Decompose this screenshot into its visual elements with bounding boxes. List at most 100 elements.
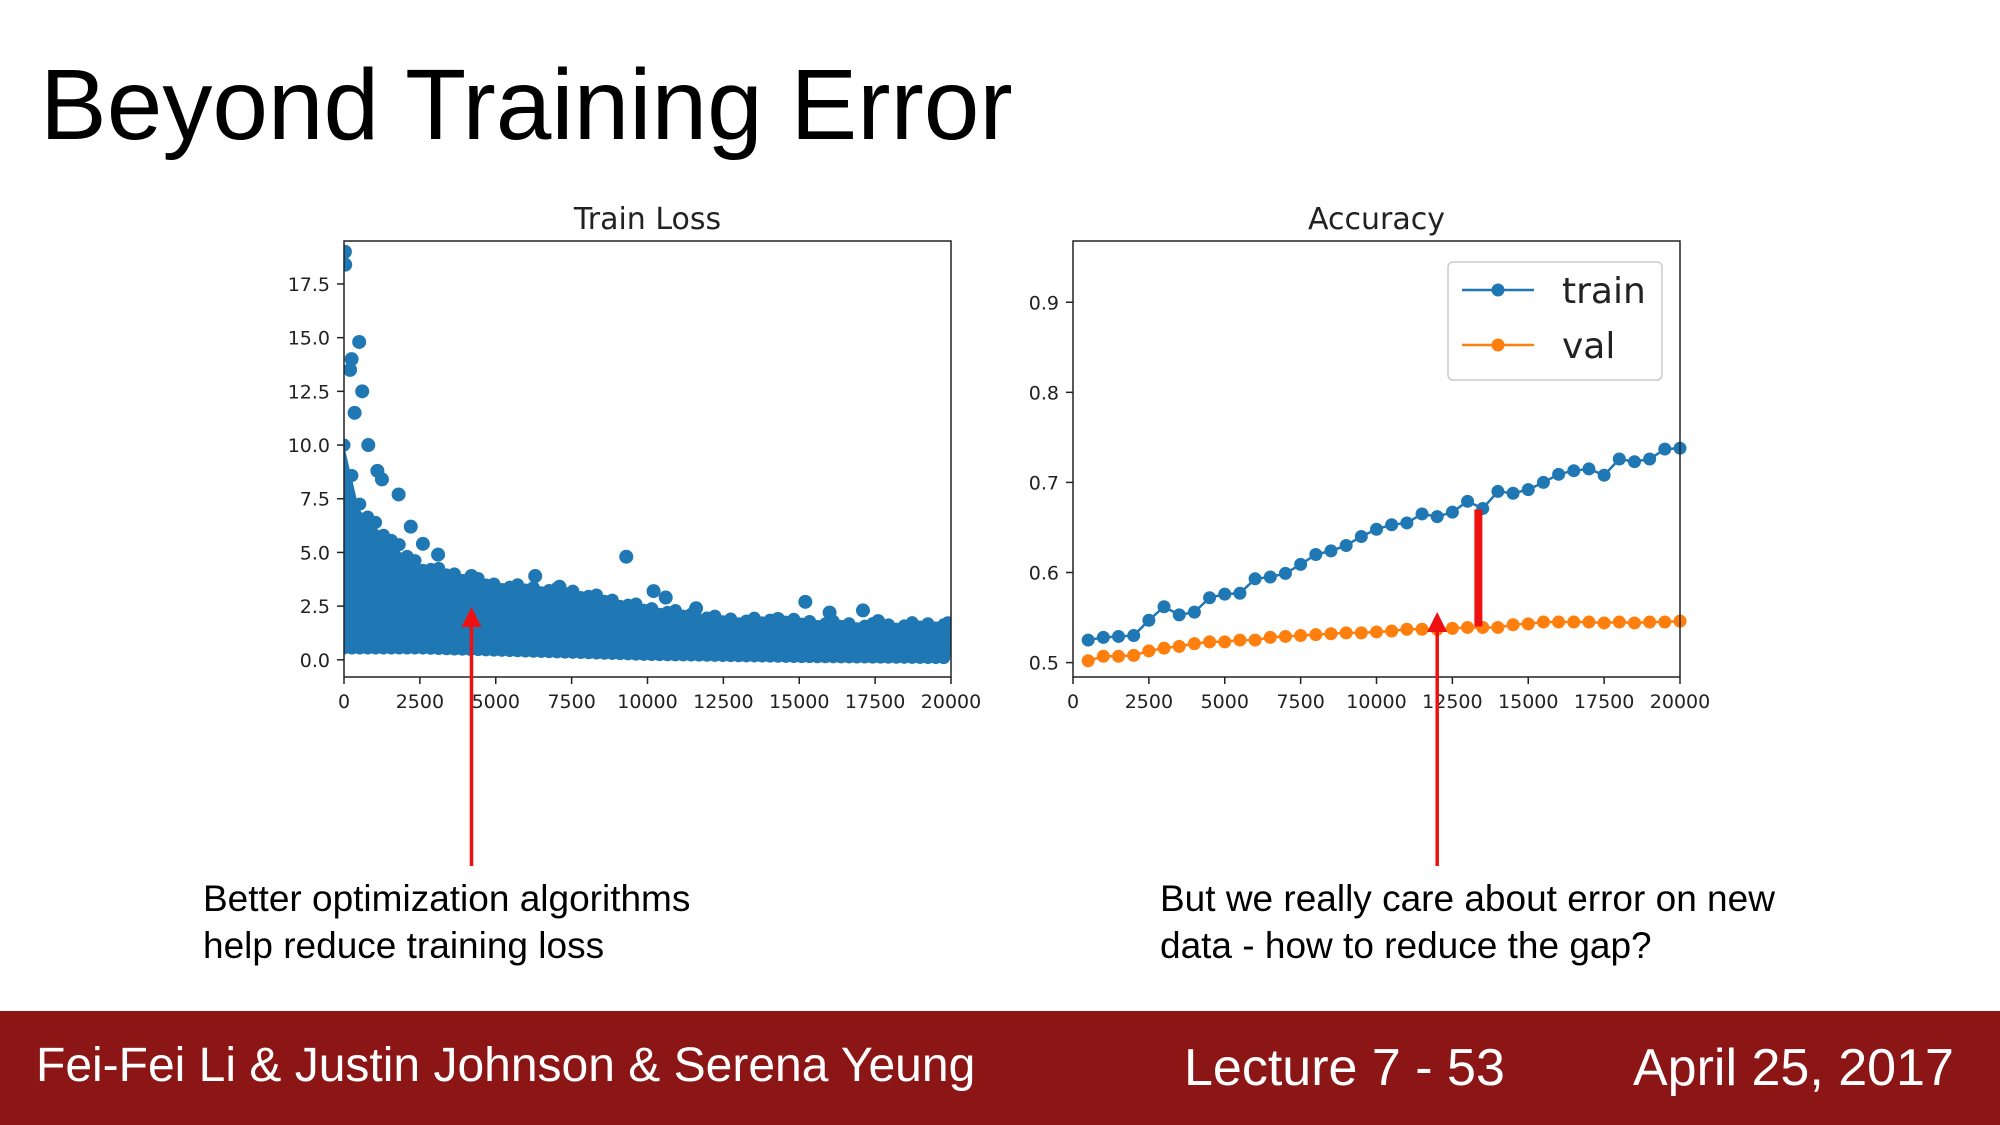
accuracy-point-train [1627,455,1641,469]
accuracy-legend-label-train: train [1562,271,1646,312]
accuracy-point-train [1536,475,1550,489]
train-loss-y-tick-label: 12.5 [288,381,330,403]
accuracy-point-train [1142,613,1156,627]
accuracy-point-val [1385,624,1399,638]
slide-title: Beyond Training Error [40,49,1013,161]
train-loss-point [907,627,922,642]
train-loss-point [392,538,406,552]
train-loss-point [658,590,673,605]
accuracy-point-val [1597,616,1611,630]
accuracy-x-tick-label: 5000 [1201,691,1249,713]
accuracy-x-tick-label: 7500 [1276,691,1324,713]
train-loss-point [798,594,813,609]
accuracy-point-train [1582,462,1596,476]
accuracy-x-tick-label: 0 [1067,691,1079,713]
footer-authors: Fei-Fei Li & Justin Johnson & Serena Yeu… [36,1039,976,1092]
accuracy-point-train [1339,538,1353,552]
accuracy-point-train [1248,572,1262,586]
accuracy-point-train [1354,529,1368,543]
accuracy-point-val [1536,615,1550,629]
accuracy-point-train [1278,566,1292,580]
train-loss-point [940,616,951,631]
accuracy-point-val [1172,639,1186,653]
accuracy-point-train [1112,629,1126,643]
train-loss-point [352,334,367,349]
train-loss-x-tick-label: 12500 [693,691,753,713]
accuracy-point-train [1415,507,1429,521]
train-loss-point [345,469,359,483]
accuracy-point-val [1112,649,1126,663]
train-loss-y-tick-label: 17.5 [288,274,330,296]
accuracy-point-train [1309,547,1323,561]
accuracy-point-train [1187,605,1201,619]
accuracy-point-train [1521,483,1535,497]
accuracy-legend-marker-train [1491,283,1505,297]
accuracy-point-val [1400,622,1414,636]
train-loss-y-tick-label: 15.0 [288,328,330,350]
accuracy-title: Accuracy [1308,202,1445,237]
train-loss-point [431,547,446,562]
train-loss-point [344,438,351,452]
train-loss-point [528,569,543,584]
accuracy-point-val [1157,641,1171,655]
train-loss-x-tick-label: 5000 [472,691,520,713]
accuracy-y-tick-label: 0.8 [1029,382,1059,404]
accuracy-point-train [1612,452,1626,466]
train-loss-point [937,651,951,665]
train-loss-point [355,384,370,399]
train-loss-point [353,497,367,511]
accuracy-point-val [1415,622,1429,636]
accuracy-point-train [1567,464,1581,478]
accuracy-point-train [1461,494,1475,508]
train-loss-y-tick-label: 0.0 [300,650,330,672]
train-loss-plot-area [344,244,951,665]
train-loss-point [391,487,406,502]
train-loss-point [347,405,362,420]
train-loss-point [408,554,422,568]
accuracy-legend-label-val: val [1562,326,1615,367]
train-loss-point [344,257,353,272]
accuracy-point-train [1597,468,1611,482]
accuracy-point-train [1263,570,1277,584]
train-loss-x-tick-label: 7500 [547,691,595,713]
accuracy-point-val [1445,621,1459,635]
accuracy-plot-area [1081,441,1687,668]
accuracy-point-train [1658,442,1672,456]
accuracy-x-tick-label: 15000 [1498,691,1558,713]
train-loss-point [369,515,383,529]
accuracy-x-tick-label: 20000 [1650,691,1710,713]
train-loss-point [855,603,870,618]
train-loss-y-tick-label: 7.5 [300,489,330,511]
accuracy-point-val [1658,615,1672,629]
accuracy-frame [1072,240,1681,678]
accuracy-point-val [1294,629,1308,643]
caption-left-line-2: help reduce training loss [203,925,605,966]
caption-left-line-1: Better optimization algorithms [203,878,691,919]
accuracy-point-val [1203,635,1217,649]
accuracy-point-train [1506,486,1520,500]
caption-right-line-1: But we really care about error on new [1160,878,1775,919]
accuracy-point-train [1127,629,1141,643]
accuracy-y-tick-label: 0.5 [1029,653,1059,675]
loss-arrow-head [461,607,482,627]
accuracy-point-train [1385,518,1399,532]
train-loss-point [689,601,704,616]
accuracy-point-val [1552,615,1566,629]
train-loss-point [403,519,418,534]
train-loss-point [552,579,567,594]
accuracy-point-val [1309,628,1323,642]
accuracy-point-train [1370,522,1383,536]
accuracy-point-train [1233,586,1247,600]
footer-date: April 25, 2017 [1633,1039,1954,1097]
accuracy-y-tick-label: 0.6 [1029,563,1059,585]
train-loss-point [619,549,634,564]
accuracy-point-val [1506,618,1520,632]
accuracy-point-train [1400,516,1414,530]
train-loss-point [344,244,352,259]
train-loss-x-tick-label: 2500 [396,691,444,713]
train-loss-point [771,612,786,627]
accuracy-point-val [1324,627,1338,641]
train-loss-dense-band [344,445,951,657]
accuracy-series-line-train [1087,446,1681,642]
train-loss-x-tick-label: 0 [338,691,350,713]
